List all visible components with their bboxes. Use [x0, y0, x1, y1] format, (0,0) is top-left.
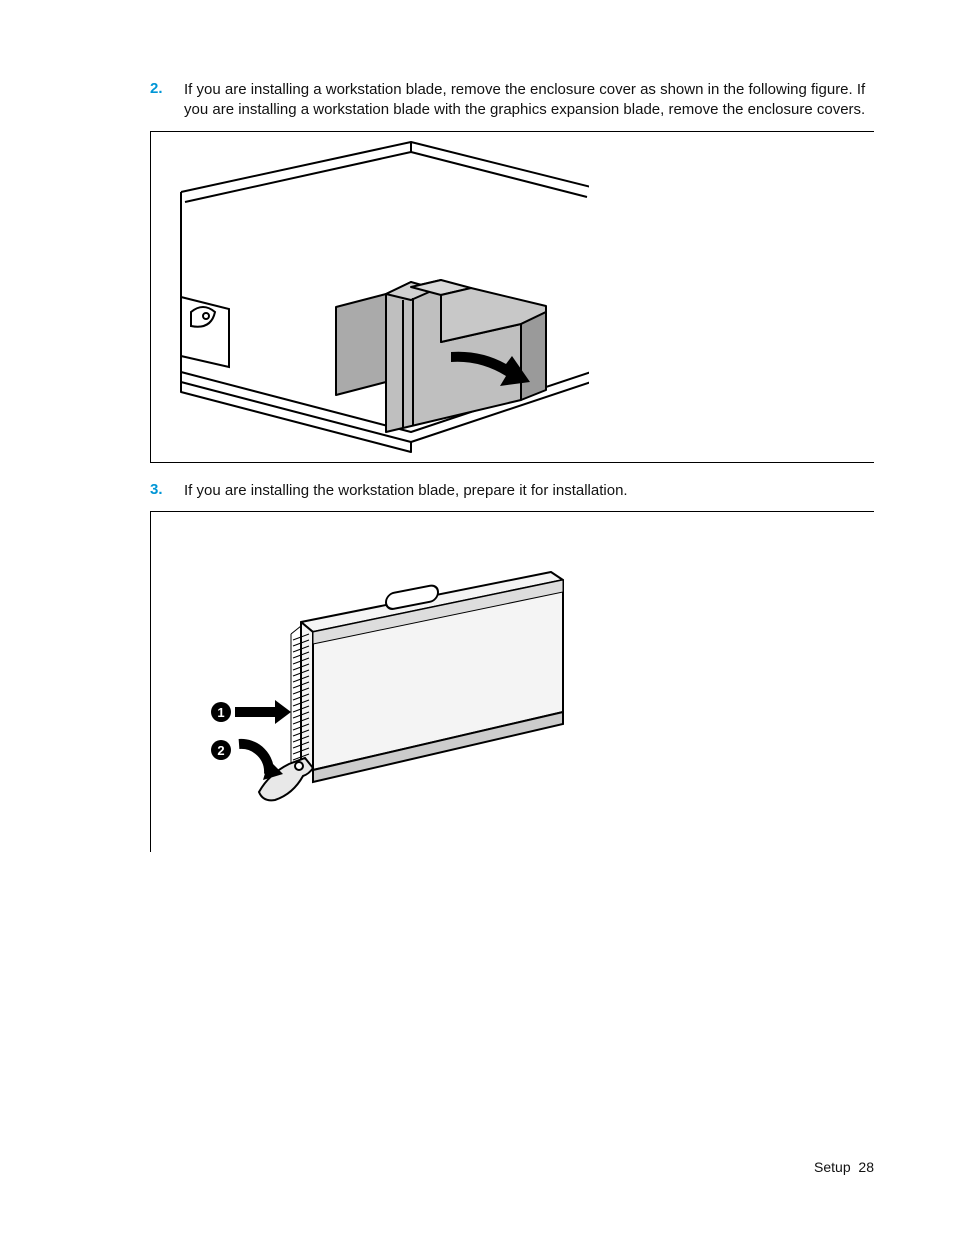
callout-1: 1 [211, 700, 291, 724]
figure-enclosure-cover [150, 131, 874, 463]
step-text-2: If you are installing a workstation blad… [184, 80, 874, 121]
step-number-3: 3. [150, 481, 184, 501]
step-number-2: 2. [150, 80, 184, 121]
step-2: 2. If you are installing a workstation b… [150, 80, 874, 121]
callout-2: 2 [211, 740, 283, 780]
svg-text:1: 1 [217, 705, 224, 720]
svg-text:2: 2 [217, 743, 224, 758]
step-text-3: If you are installing the workstation bl… [184, 481, 628, 501]
enclosure-diagram [151, 132, 589, 462]
step-3: 3. If you are installing the workstation… [150, 481, 874, 501]
footer-section: Setup [814, 1159, 851, 1175]
blade-diagram: 1 2 [151, 512, 589, 852]
footer-page-number: 28 [858, 1159, 874, 1175]
page: 2. If you are installing a workstation b… [0, 0, 954, 1235]
figure-blade-prepare: 1 2 [150, 511, 874, 852]
page-footer: Setup 28 [814, 1159, 874, 1175]
